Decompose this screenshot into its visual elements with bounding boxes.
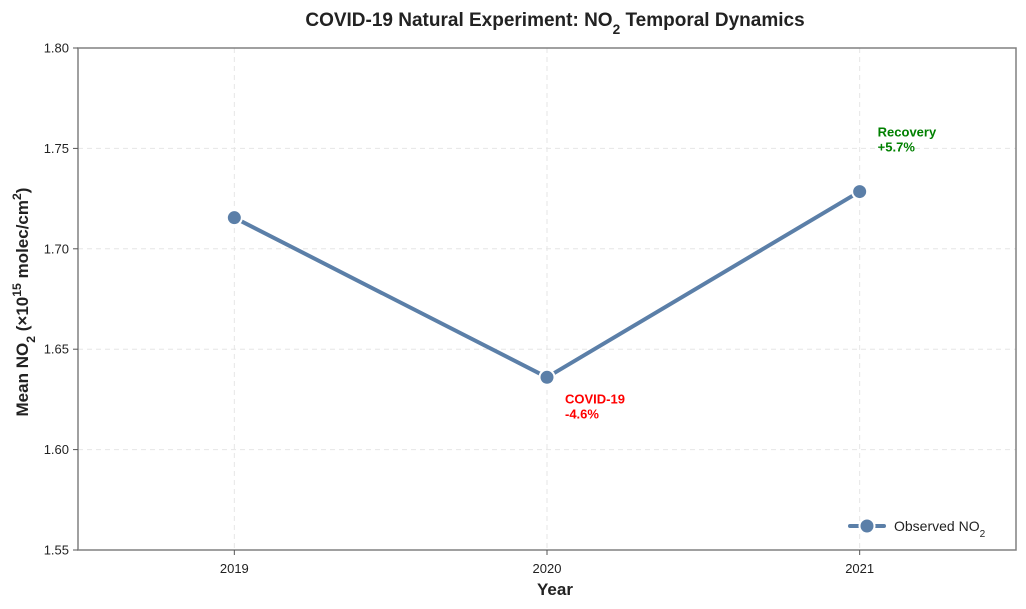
legend-marker [858,517,876,535]
x-tick-label: 2019 [220,561,249,576]
chart-title: COVID-19 Natural Experiment: NO2 Tempora… [305,10,804,37]
annotation-label: Recovery [878,125,937,140]
y-tick-label: 1.80 [44,41,69,56]
data-point [851,183,869,201]
annotation-label: COVID-19 [565,391,625,406]
y-axis-label: Mean NO2 (×1015 molec/cm2) [10,188,38,417]
x-axis-label: Year [537,580,573,599]
y-tick-label: 1.55 [44,543,69,558]
data-point [225,209,243,227]
x-tick-label: 2021 [845,561,874,576]
annotation-value: -4.6% [565,406,599,421]
y-tick-label: 1.60 [44,442,69,457]
x-tick-label: 2020 [533,561,562,576]
data-point [538,368,556,386]
legend: Observed NO2 [848,517,986,540]
y-tick-label: 1.70 [44,241,69,256]
y-tick-label: 1.65 [44,342,69,357]
annotation-value: +5.7% [878,140,916,155]
y-tick-label: 1.75 [44,141,69,156]
legend-label: Observed NO2 [894,518,986,540]
